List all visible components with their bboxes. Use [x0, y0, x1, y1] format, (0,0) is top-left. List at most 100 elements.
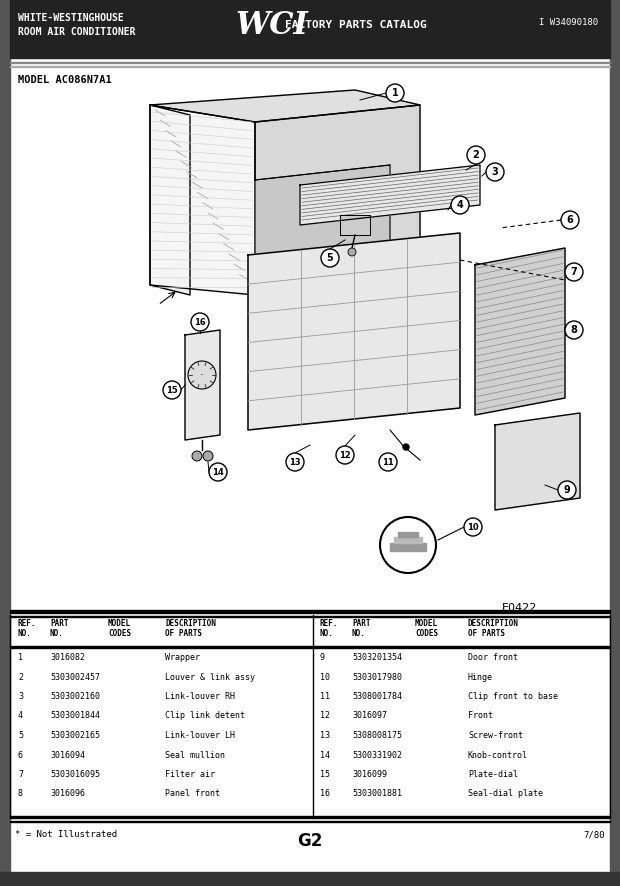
Text: 8: 8: [570, 325, 577, 335]
Text: WHITE-WESTINGHOUSE: WHITE-WESTINGHOUSE: [18, 13, 124, 23]
Bar: [0, 878, 620, 886]
Text: 3016097: 3016097: [352, 711, 387, 720]
Circle shape: [348, 248, 356, 256]
Polygon shape: [475, 248, 565, 415]
Bar: [0, 872, 620, 880]
Text: Seal-dial plate: Seal-dial plate: [468, 789, 543, 798]
Text: MODEL
CODES: MODEL CODES: [415, 619, 438, 639]
Text: 15: 15: [166, 385, 178, 394]
Text: 5: 5: [18, 731, 23, 740]
Polygon shape: [255, 165, 390, 290]
Text: Louver & link assy: Louver & link assy: [165, 672, 255, 681]
Bar: [10, 646, 610, 648]
Text: 3: 3: [18, 692, 23, 701]
Text: 5308008175: 5308008175: [352, 731, 402, 740]
Text: 5303001881: 5303001881: [352, 789, 402, 798]
Text: Hinge: Hinge: [468, 672, 493, 681]
Text: Link-louver RH: Link-louver RH: [165, 692, 235, 701]
Text: 8: 8: [18, 789, 23, 798]
Text: PART
NO.: PART NO.: [352, 619, 371, 639]
Text: MODEL AC086N7A1: MODEL AC086N7A1: [18, 75, 112, 85]
Circle shape: [321, 249, 339, 267]
Bar: [10, 61, 610, 63]
Circle shape: [403, 444, 409, 450]
Text: * = Not Illustrated: * = Not Illustrated: [15, 830, 117, 839]
Text: 12: 12: [320, 711, 330, 720]
Text: 2: 2: [18, 672, 23, 681]
Circle shape: [464, 518, 482, 536]
Text: 3016096: 3016096: [50, 789, 85, 798]
Polygon shape: [150, 105, 190, 295]
Text: 5303201354: 5303201354: [352, 653, 402, 662]
Circle shape: [565, 263, 583, 281]
Text: 6: 6: [18, 750, 23, 759]
Text: Door front: Door front: [468, 653, 518, 662]
Text: E0422: E0422: [502, 603, 538, 613]
Circle shape: [467, 146, 485, 164]
Circle shape: [486, 163, 504, 181]
Text: 9: 9: [320, 653, 325, 662]
Text: 1: 1: [392, 88, 399, 98]
Text: Filter air: Filter air: [165, 770, 215, 779]
Text: ROOM AIR CONDITIONER: ROOM AIR CONDITIONER: [18, 27, 136, 37]
Text: MODEL
CODES: MODEL CODES: [108, 619, 131, 639]
Text: 11: 11: [382, 457, 394, 467]
Text: Knob-control: Knob-control: [468, 750, 528, 759]
Text: I W34090180: I W34090180: [539, 18, 598, 27]
Text: ·: ·: [200, 370, 204, 380]
Circle shape: [209, 463, 227, 481]
Text: 3016099: 3016099: [352, 770, 387, 779]
Circle shape: [379, 453, 397, 471]
Text: 15: 15: [320, 770, 330, 779]
Text: 9: 9: [564, 485, 570, 495]
Text: 5303001844: 5303001844: [50, 711, 100, 720]
Text: 3016094: 3016094: [50, 750, 85, 759]
Text: 3: 3: [492, 167, 498, 177]
Text: 7/80: 7/80: [583, 830, 605, 839]
Text: 5303002165: 5303002165: [50, 731, 100, 740]
Text: WCI: WCI: [235, 10, 308, 41]
Text: 2: 2: [472, 150, 479, 160]
Text: Clip front to base: Clip front to base: [468, 692, 558, 701]
Text: 5: 5: [327, 253, 334, 263]
Text: FACTORY PARTS CATALOG: FACTORY PARTS CATALOG: [285, 20, 427, 30]
Bar: [394, 537, 422, 543]
Text: 14: 14: [212, 468, 224, 477]
Text: 13: 13: [320, 731, 330, 740]
Text: 5303002160: 5303002160: [50, 692, 100, 701]
Circle shape: [565, 321, 583, 339]
Circle shape: [192, 451, 202, 461]
Text: 5308001784: 5308001784: [352, 692, 402, 701]
Text: 11: 11: [320, 692, 330, 701]
Bar: [10, 0, 610, 58]
Text: 4: 4: [18, 711, 23, 720]
Polygon shape: [300, 165, 480, 225]
Text: REF.
NO.: REF. NO.: [320, 619, 339, 639]
Circle shape: [191, 313, 209, 331]
Text: 14: 14: [320, 750, 330, 759]
Circle shape: [203, 451, 213, 461]
Text: DESCRIPTION
OF PARTS: DESCRIPTION OF PARTS: [165, 619, 216, 639]
Text: 16: 16: [320, 789, 330, 798]
Text: 1: 1: [18, 653, 23, 662]
Circle shape: [286, 453, 304, 471]
Text: Link-louver LH: Link-louver LH: [165, 731, 235, 740]
Text: Wrapper: Wrapper: [165, 653, 200, 662]
Circle shape: [558, 481, 576, 499]
Text: 12: 12: [339, 450, 351, 460]
Bar: [10, 816, 610, 818]
Text: Panel front: Panel front: [165, 789, 220, 798]
Circle shape: [163, 381, 181, 399]
Text: 10: 10: [467, 523, 479, 532]
Text: 7: 7: [18, 770, 23, 779]
Text: 5303016095: 5303016095: [50, 770, 100, 779]
Circle shape: [336, 446, 354, 464]
Polygon shape: [185, 330, 220, 440]
Text: REF.
NO.: REF. NO.: [18, 619, 37, 639]
Text: 6: 6: [567, 215, 574, 225]
Text: 13: 13: [289, 457, 301, 467]
Text: Clip link detent: Clip link detent: [165, 711, 245, 720]
Circle shape: [386, 84, 404, 102]
Text: 5303017980: 5303017980: [352, 672, 402, 681]
Bar: [0, 0, 10, 886]
